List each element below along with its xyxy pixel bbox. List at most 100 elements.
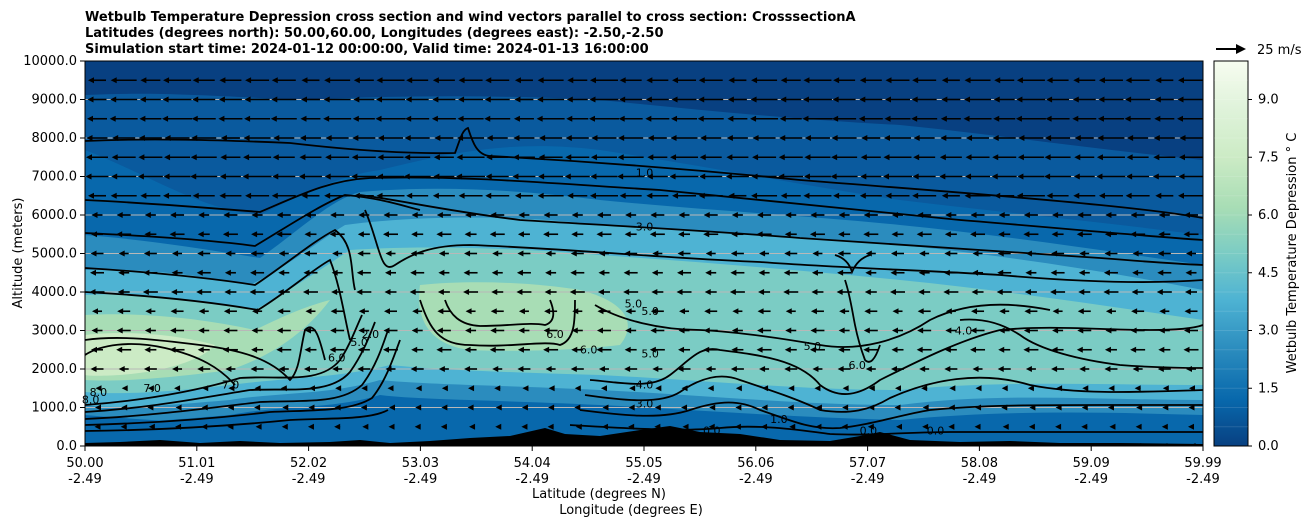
wind-vector xyxy=(251,327,263,334)
wind-vector xyxy=(162,96,192,103)
wind-vector xyxy=(859,192,882,199)
wind-vector xyxy=(865,269,877,276)
wind-vector xyxy=(1183,346,1199,353)
wind-vector xyxy=(170,327,185,334)
wind-vector xyxy=(1051,231,1064,238)
wind-vector xyxy=(1130,346,1146,353)
wind-vector xyxy=(1125,96,1151,103)
wind-vector xyxy=(761,404,768,411)
wind-vector xyxy=(734,423,741,430)
wind-vector xyxy=(1135,423,1142,430)
wind-vector xyxy=(243,135,271,141)
wind-vector xyxy=(758,269,770,276)
wind-vector xyxy=(943,289,959,295)
wind-vector xyxy=(490,212,505,218)
wind-vector xyxy=(704,308,718,315)
wind-vector xyxy=(403,173,431,180)
wind-vector xyxy=(120,423,127,430)
wind-vector xyxy=(811,289,824,295)
wind-vector xyxy=(750,115,779,122)
wind-vector xyxy=(752,154,777,161)
wind-vector xyxy=(779,135,803,141)
wind-vector xyxy=(110,96,138,103)
wind-vector xyxy=(356,289,372,295)
wind-vector xyxy=(814,385,821,392)
wind-vector xyxy=(654,423,661,430)
y-tick-label: 3000.0 xyxy=(32,324,78,339)
wind-vector xyxy=(731,346,744,353)
wind-vector xyxy=(842,385,849,392)
wind-vector xyxy=(415,404,422,411)
wind-vector xyxy=(361,385,368,392)
wind-vector xyxy=(1076,231,1092,238)
wind-vector xyxy=(1158,346,1171,353)
wind-vector xyxy=(650,308,664,315)
wind-vector xyxy=(571,231,584,238)
wind-vector xyxy=(172,366,183,372)
wind-vector xyxy=(628,423,635,430)
wind-vector xyxy=(590,154,617,161)
contour-mid-5b xyxy=(594,303,1051,348)
wind-vector xyxy=(485,192,510,199)
wind-vector xyxy=(334,423,341,430)
wind-vector xyxy=(138,135,162,141)
wind-vector xyxy=(118,269,130,276)
wind-vector xyxy=(809,231,825,238)
wind-vector xyxy=(894,385,901,392)
wind-vector xyxy=(1096,154,1125,161)
wind-vector xyxy=(730,269,745,276)
wind-vector xyxy=(304,231,317,238)
wind-vector xyxy=(300,115,321,122)
wind-vector xyxy=(1132,269,1144,276)
wind-vector xyxy=(218,96,242,103)
wind-vector xyxy=(921,385,928,392)
wind-vector xyxy=(171,289,184,295)
wind-vector xyxy=(95,385,102,392)
wind-vector xyxy=(440,423,447,430)
wind-vector xyxy=(940,115,961,122)
wind-vector xyxy=(839,308,850,315)
wind-vector xyxy=(383,327,398,334)
contour-dip xyxy=(834,254,871,275)
wind-vector xyxy=(885,192,910,199)
wind-vector xyxy=(437,308,451,315)
wind-vector xyxy=(464,250,478,257)
wind-vector xyxy=(197,231,210,238)
wind-vector xyxy=(174,443,181,446)
wind-vector xyxy=(761,423,768,430)
wind-vector xyxy=(780,96,802,103)
wind-vector xyxy=(1108,385,1115,392)
contour-label: 5.0 xyxy=(625,297,643,310)
wind-vector xyxy=(869,443,876,446)
wind-vector xyxy=(330,308,344,315)
wind-vector xyxy=(751,192,778,199)
contour-label: 0.0 xyxy=(860,424,878,437)
wind-vector xyxy=(414,443,421,446)
field-band-7bccc4 xyxy=(85,247,1203,394)
wind-vector xyxy=(514,77,533,84)
wind-vector xyxy=(86,154,108,161)
wind-vector xyxy=(912,192,937,199)
wind-vector xyxy=(731,327,743,334)
wind-vector xyxy=(1045,115,1070,122)
wind-vector xyxy=(1107,404,1114,411)
wind-vector xyxy=(191,135,217,141)
contour-labels: 1.03.05.05.06.06.0 5.04.03.05.06.04.01.02… xyxy=(82,167,972,438)
wind-vector xyxy=(303,250,317,257)
wind-vector xyxy=(623,269,638,276)
wind-vector xyxy=(1027,385,1034,392)
wind-vector xyxy=(949,385,956,392)
colorbar-steps xyxy=(1214,79,1248,428)
wind-vector xyxy=(90,366,104,372)
wind-vector xyxy=(784,346,797,353)
wind-vector xyxy=(992,135,1016,141)
wind-vector xyxy=(975,404,982,411)
wind-vector xyxy=(596,327,611,334)
wind-vector xyxy=(728,192,747,199)
wind-vector xyxy=(1056,385,1063,392)
wind-vector xyxy=(1130,212,1145,218)
wind-vector xyxy=(682,443,689,446)
y-tick-label: 5000.0 xyxy=(32,247,78,262)
wind-vector xyxy=(1184,212,1198,218)
wind-vector xyxy=(280,385,287,392)
